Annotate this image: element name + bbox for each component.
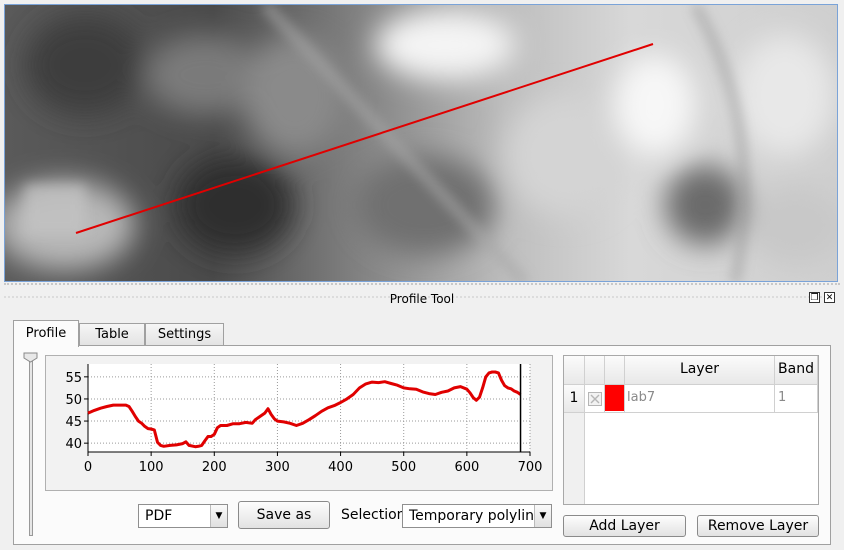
format-combo[interactable]: PDF ▼ (138, 504, 228, 528)
remove-layer-button[interactable]: Remove Layer (697, 515, 819, 537)
vertical-slider[interactable] (29, 360, 33, 536)
chevron-down-icon: ▼ (534, 505, 551, 527)
table-corner (564, 356, 585, 385)
dock-separator[interactable] (4, 283, 840, 285)
selection-combo-value: Temporary polyline (409, 508, 543, 524)
column-header-band[interactable]: Band (775, 356, 818, 385)
selection-combo[interactable]: Temporary polyline ▼ (402, 504, 552, 528)
slider-handle[interactable] (23, 352, 38, 363)
y-tick-label: 50 (65, 393, 82, 408)
tab-profile[interactable]: Profile (13, 320, 79, 347)
format-combo-value: PDF (145, 508, 173, 524)
chevron-down-icon: ▼ (210, 505, 227, 527)
x-tick-label: 0 (84, 460, 92, 475)
x-tick-label: 500 (391, 460, 416, 475)
y-tick-label: 45 (65, 415, 82, 430)
plot-canvas (88, 364, 530, 452)
x-tick-label: 300 (265, 460, 290, 475)
layer-color-swatch[interactable] (605, 385, 625, 413)
dock-title: Profile Tool (389, 292, 455, 306)
map-canvas[interactable] (4, 4, 838, 282)
tab-table[interactable]: Table (79, 323, 145, 345)
float-icon[interactable]: ❐ (809, 292, 820, 303)
x-tick-label: 200 (202, 460, 227, 475)
x-tick-label: 400 (328, 460, 353, 475)
layer-table: Layer Band 1 lab7 1 (563, 355, 819, 505)
y-tick-label: 55 (65, 371, 82, 386)
dock-title-grip (4, 296, 834, 298)
table-row[interactable] (585, 385, 605, 413)
profile-line (75, 43, 654, 234)
y-tick-label: 40 (65, 437, 82, 452)
row-header-empty (564, 413, 585, 504)
save-as-button[interactable]: Save as (238, 501, 330, 529)
tab-settings[interactable]: Settings (145, 323, 224, 345)
close-icon[interactable]: ✕ (824, 292, 835, 303)
x-tick-label: 700 (518, 460, 543, 475)
column-header-layer[interactable]: Layer (625, 356, 775, 385)
selection-label: Selection (341, 507, 406, 523)
x-tick-label: 100 (139, 460, 164, 475)
band-cell[interactable]: 1 (775, 385, 818, 413)
layer-name-cell[interactable]: lab7 (625, 385, 775, 413)
column-header-visible[interactable] (585, 356, 605, 385)
add-layer-button[interactable]: Add Layer (563, 515, 686, 537)
profile-series-line (87, 370, 522, 449)
column-header-color[interactable] (605, 356, 625, 385)
checkbox-disabled-icon[interactable] (588, 392, 602, 406)
row-header[interactable]: 1 (564, 385, 585, 413)
x-tick-label: 600 (454, 460, 479, 475)
profile-plot[interactable]: 0 100 200 300 400 500 600 700 55 50 45 40 (45, 355, 553, 491)
